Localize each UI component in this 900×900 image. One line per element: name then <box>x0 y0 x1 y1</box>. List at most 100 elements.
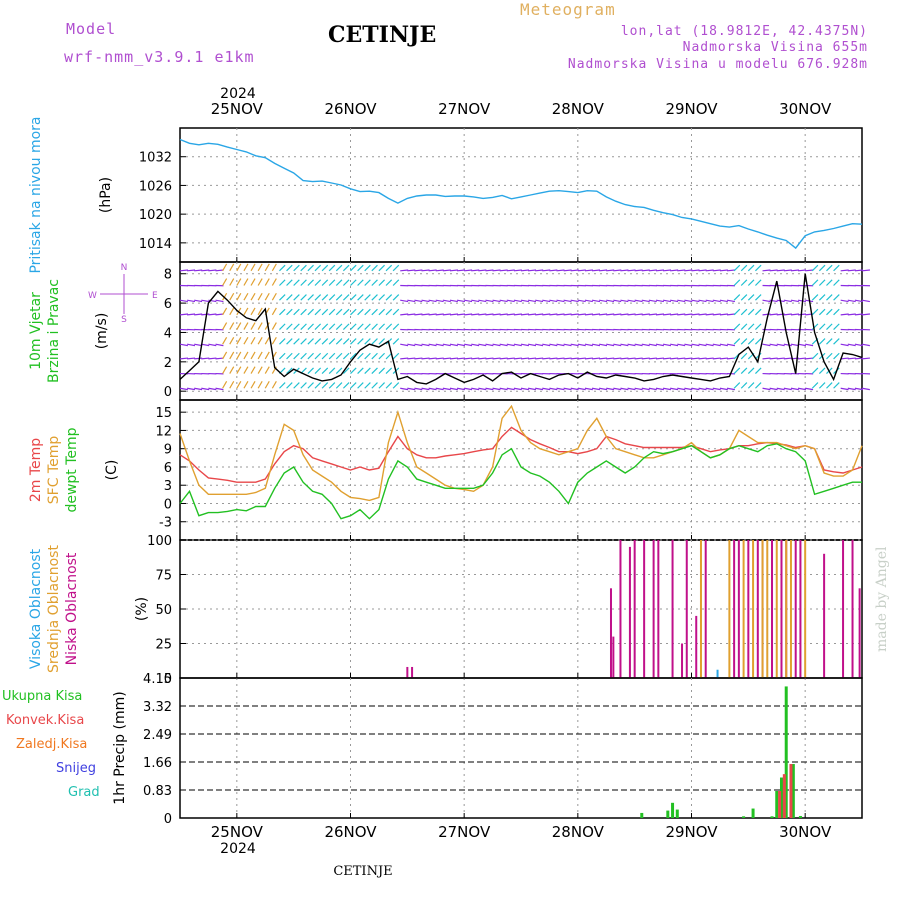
clouds-ytick-label: 50 <box>155 603 172 618</box>
wind-panel: 0 2 4 6 8 10m Vjetar Brzina i Pravac (m/s) <box>28 261 871 401</box>
temperature-ylabel: 2m Temp <box>28 438 44 502</box>
clouds-low-bar <box>681 643 684 678</box>
model-elevation-label: Nadmorska Visina u modelu 676.928m <box>567 57 868 72</box>
wind-ytick-label: 0 <box>164 385 172 400</box>
clouds-low-bar <box>733 540 736 678</box>
precip-ytick-label: 2.49 <box>143 728 172 743</box>
temperature-panel: -3 0 3 6 9 12 15 2m Temp SFC Temp dewpt Temp (C) <box>28 399 863 541</box>
clouds-low-bar <box>771 540 774 678</box>
clouds-low-bar <box>799 540 802 678</box>
model-label: Model <box>66 20 117 38</box>
precip-panel: 0 0.83 1.66 2.49 3.32 4.15 1hr Precip (mm) <box>112 672 863 827</box>
pressure-panel: 1014 1020 1026 1032 Pritisak na nivou mora (h… <box>28 116 863 274</box>
clouds-high-bar <box>716 669 719 678</box>
pressure-ytick-label: 1020 <box>139 208 172 223</box>
date-label: 25NOV <box>211 823 264 841</box>
clouds-low-bar <box>842 540 845 678</box>
date-label: 26NOV <box>324 100 377 118</box>
date-label: 27NOV <box>438 100 491 118</box>
station-title: CETINJE <box>328 22 437 48</box>
clouds-ytick-label: 100 <box>147 534 172 549</box>
pressure-ytick-label: 1026 <box>139 179 172 194</box>
clouds-ylabel: Niska Oblacnost <box>64 552 80 665</box>
wind-barbs <box>179 263 871 391</box>
clouds-low-bar <box>858 588 861 678</box>
clouds-low-bar <box>780 540 783 678</box>
wind-ylabel: 10m Vjetar <box>28 292 44 370</box>
pressure-ytick-label: 1014 <box>139 237 172 252</box>
precip-legend-item: Konvek.Kisa <box>6 713 84 728</box>
clouds-mid-bar <box>789 540 792 678</box>
clouds-low-bar <box>612 636 615 678</box>
temperature-sfc-line <box>179 404 863 502</box>
clouds-low-bar <box>704 540 707 678</box>
date-label: 29NOV <box>665 100 718 118</box>
precip-total-bar <box>798 815 802 818</box>
precip-ytick-label: 3.32 <box>143 700 172 715</box>
precip-conv-bar <box>778 791 782 818</box>
temperature-t2m-line <box>179 426 863 483</box>
clouds-low-bar <box>652 540 655 678</box>
precip-total-bar <box>640 812 644 818</box>
wind-ytick-label: 8 <box>164 268 172 283</box>
clouds-ylabel: Visoka Oblacnost <box>28 548 44 669</box>
precip-frame <box>179 677 863 819</box>
wind-ytick-label: 2 <box>164 356 172 371</box>
clouds-low-bar <box>851 540 854 678</box>
compass-s: S <box>121 315 127 325</box>
compass-n: N <box>121 263 128 273</box>
clouds-mid-bar <box>699 540 702 678</box>
date-label: 30NOV <box>779 100 832 118</box>
precip-conv-bar <box>789 764 793 818</box>
clouds-mid-bar <box>766 540 769 678</box>
clouds-panel: 0 25 50 75 100 Visoka Oblacnost Srednja Oblacn… <box>28 534 863 687</box>
clouds-low-bar <box>643 540 646 678</box>
credit-label: made by Angel <box>874 546 890 652</box>
clouds-low-bar <box>609 588 612 678</box>
clouds-ylabel: (%) <box>134 597 150 621</box>
date-label: 28NOV <box>552 823 605 841</box>
precip-total-bar <box>742 816 746 818</box>
precip-total-bar <box>775 791 779 818</box>
clouds-low-bar <box>685 540 688 678</box>
temperature-ylabel: (C) <box>104 460 120 481</box>
precip-ytick-label: 4.15 <box>143 672 172 687</box>
wind-ylabel: (m/s) <box>94 313 110 350</box>
precip-ytick-label: 0.83 <box>143 784 172 799</box>
clouds-mid-bar <box>752 540 755 678</box>
date-label: 29NOV <box>665 823 718 841</box>
date-label: 27NOV <box>438 823 491 841</box>
clouds-low-bar <box>747 540 750 678</box>
clouds-mid-bar <box>775 540 778 678</box>
clouds-low-bar <box>671 540 674 678</box>
precip-ytick-label: 1.66 <box>143 756 172 771</box>
temperature-ytick-label: 6 <box>164 461 172 476</box>
date-label: 28NOV <box>552 100 605 118</box>
lonlat-label: lon,lat (18.9812E, 42.4375N) <box>620 24 868 39</box>
clouds-low-bar <box>633 540 636 678</box>
clouds-mid-bar <box>728 540 731 678</box>
pressure-ylabel: Pritisak na nivou mora <box>28 116 44 273</box>
clouds-mid-bar <box>742 540 745 678</box>
meteogram-label: Meteogram <box>520 0 616 19</box>
precip-ytick-label: 0 <box>164 812 172 827</box>
date-label: 30NOV <box>779 823 832 841</box>
temperature-dewpt-line <box>179 443 862 520</box>
clouds-low-bar <box>411 666 414 678</box>
clouds-low-bar <box>695 615 698 678</box>
clouds-low-bar <box>756 540 759 678</box>
temperature-frame <box>179 399 863 541</box>
wind-ylabel: Brzina i Pravac <box>46 279 62 383</box>
compass-w: W <box>88 291 97 301</box>
footer-station: CETINJE <box>333 864 392 879</box>
clouds-low-bar <box>619 540 622 678</box>
precip-conv-bar <box>782 774 786 818</box>
precip-total-bar <box>784 686 788 818</box>
temperature-ylabel: SFC Temp <box>46 436 62 505</box>
temperature-ytick-label: 15 <box>155 406 172 421</box>
pressure-ytick-label: 1032 <box>139 151 172 166</box>
wind-speed-line <box>179 273 863 385</box>
wind-ytick-label: 6 <box>164 297 172 312</box>
clouds-ytick-label: 25 <box>155 638 172 653</box>
